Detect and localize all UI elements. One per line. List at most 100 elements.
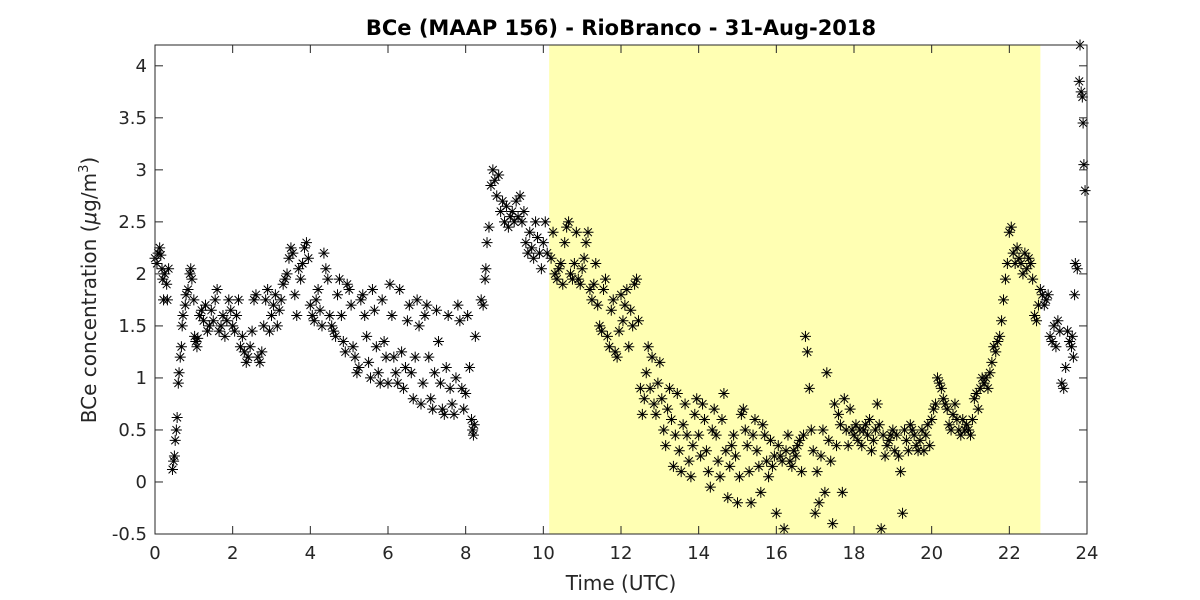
- data-point: [712, 455, 724, 467]
- y-axis-label-suffix: ): [77, 157, 101, 165]
- data-point: [273, 304, 285, 316]
- x-tick-label: 20: [920, 543, 943, 564]
- data-point: [741, 440, 753, 452]
- data-point: [211, 284, 223, 295]
- data-point: [277, 278, 289, 290]
- data-point: [444, 382, 456, 394]
- data-point: [333, 273, 345, 285]
- data-point: [299, 242, 311, 254]
- data-point: [650, 408, 662, 420]
- data-point: [163, 263, 175, 275]
- data-point: [667, 460, 679, 472]
- data-point: [796, 466, 808, 478]
- data-point: [1029, 310, 1041, 322]
- data-point: [576, 263, 588, 275]
- data-point: [1042, 289, 1054, 301]
- data-point: [361, 330, 373, 342]
- data-point: [419, 310, 431, 322]
- data-point: [654, 356, 666, 368]
- data-point: [506, 205, 518, 217]
- data-point: [745, 497, 757, 509]
- data-point: [522, 247, 534, 259]
- data-point: [1069, 257, 1081, 269]
- data-point: [728, 429, 740, 441]
- x-tick-label: 16: [765, 543, 788, 564]
- data-point: [1067, 351, 1079, 363]
- data-point: [743, 466, 755, 478]
- data-point: [790, 450, 802, 462]
- data-point: [629, 278, 641, 290]
- data-point: [898, 424, 910, 436]
- data-point: [155, 249, 167, 261]
- data-point: [481, 237, 493, 249]
- data-point: [735, 408, 747, 420]
- data-point: [710, 429, 722, 441]
- data-point: [815, 450, 827, 462]
- data-point: [695, 450, 707, 462]
- data-point: [598, 284, 610, 295]
- data-point: [784, 455, 796, 467]
- data-point: [293, 263, 305, 275]
- data-point: [460, 388, 472, 400]
- data-point: [1062, 325, 1074, 337]
- data-point: [832, 408, 844, 420]
- data-point: [943, 419, 955, 431]
- x-tick-label: 4: [305, 543, 316, 564]
- data-point: [357, 289, 369, 301]
- x-tick-label: 24: [1076, 543, 1099, 564]
- data-point: [467, 424, 479, 436]
- data-point: [792, 440, 804, 452]
- data-point: [755, 486, 767, 498]
- data-point: [304, 299, 316, 311]
- data-point: [759, 429, 771, 441]
- data-point: [893, 450, 905, 462]
- data-point: [312, 284, 324, 295]
- data-point: [363, 356, 375, 368]
- data-point: [275, 294, 287, 306]
- data-point: [289, 289, 301, 301]
- data-point: [586, 294, 598, 306]
- data-point: [1071, 263, 1083, 275]
- data-point: [392, 377, 404, 389]
- data-point: [541, 247, 553, 259]
- data-point: [809, 507, 821, 519]
- data-point: [396, 346, 408, 358]
- data-point: [842, 440, 854, 452]
- data-point: [656, 393, 668, 405]
- data-point: [994, 330, 1006, 342]
- data-point: [176, 320, 188, 332]
- data-point: [592, 299, 604, 311]
- data-point: [413, 320, 425, 332]
- data-point: [648, 398, 660, 410]
- data-point: [537, 237, 549, 249]
- data-point: [1079, 185, 1091, 197]
- data-point: [739, 424, 751, 436]
- data-point: [1077, 117, 1089, 129]
- y-axis-label-prefix: BCe concentration (: [77, 225, 101, 424]
- data-point: [945, 424, 957, 436]
- data-point: [594, 320, 606, 332]
- data-point: [603, 341, 615, 353]
- data-point: [399, 362, 411, 374]
- data-point: [207, 315, 219, 327]
- y-tick-label: 2: [136, 264, 147, 285]
- data-point: [941, 403, 953, 415]
- data-point: [499, 216, 510, 228]
- data-point: [291, 310, 303, 322]
- data-point: [926, 414, 938, 426]
- data-point: [619, 299, 631, 311]
- data-point: [895, 466, 907, 478]
- data-point: [528, 252, 540, 264]
- data-point: [1048, 320, 1060, 332]
- data-point: [477, 299, 489, 311]
- data-point: [935, 382, 947, 394]
- data-point: [1065, 341, 1077, 353]
- data-point: [341, 278, 353, 290]
- data-point: [834, 419, 846, 431]
- data-point: [159, 268, 171, 280]
- data-point: [782, 429, 794, 441]
- data-point: [264, 325, 276, 337]
- data-point: [549, 268, 561, 280]
- data-point: [337, 336, 349, 348]
- y-axis-label-mu: μ: [77, 212, 101, 226]
